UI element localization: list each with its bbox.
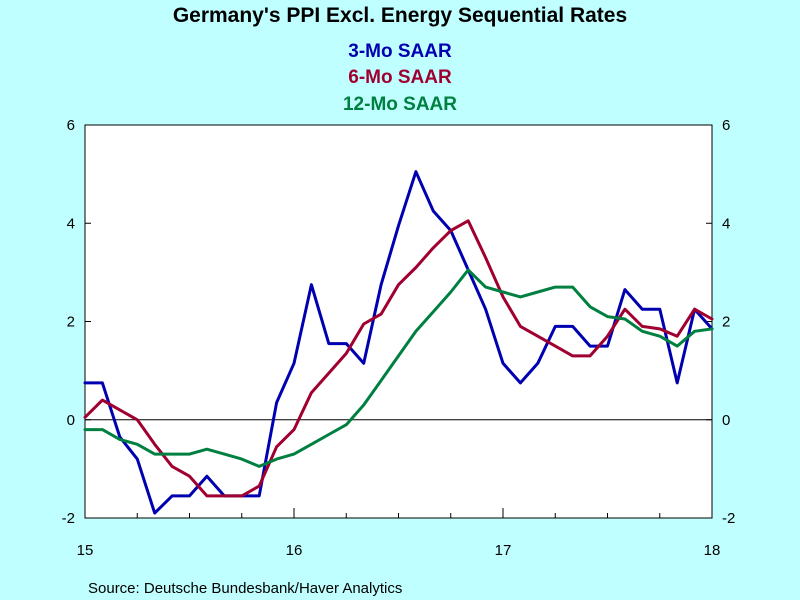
y-tick-right-label: -2: [722, 510, 735, 527]
y-tick-right-label: 2: [722, 314, 730, 331]
y-tick-right-label: 4: [722, 215, 730, 232]
legend-12mo: 12-Mo SAAR: [343, 94, 457, 115]
legend-3mo: 3-Mo SAAR: [348, 41, 452, 62]
series-lines: [83, 170, 714, 515]
y-tick-right-label: 6: [722, 117, 730, 134]
y-tick-left-label: 0: [67, 412, 75, 429]
y-tick-left-label: -2: [62, 510, 75, 527]
x-tick-label: 16: [286, 542, 303, 559]
series-line-3mo: [83, 170, 714, 515]
series-line-12mo: [83, 268, 714, 468]
legend-6mo: 6-Mo SAAR: [348, 67, 452, 88]
y-tick-left-label: 4: [67, 215, 75, 232]
source-note: Source: Deutsche Bundesbank/Haver Analyt…: [88, 580, 402, 597]
y-tick-right-label: 0: [722, 412, 730, 429]
chart-title: Germany's PPI Excl. Energy Sequential Ra…: [173, 4, 627, 27]
axes: -2 -2 0 0 2 2 4 4 6 6 15 16 17 18: [62, 117, 736, 559]
x-tick-label: 15: [77, 542, 94, 559]
plot-area: [84, 124, 713, 519]
y-tick-left-label: 6: [67, 117, 75, 134]
series-line-6mo: [83, 219, 714, 498]
y-tick-left-label: 2: [67, 314, 75, 331]
x-tick-label: 17: [495, 542, 512, 559]
x-tick-label: 18: [704, 542, 721, 559]
